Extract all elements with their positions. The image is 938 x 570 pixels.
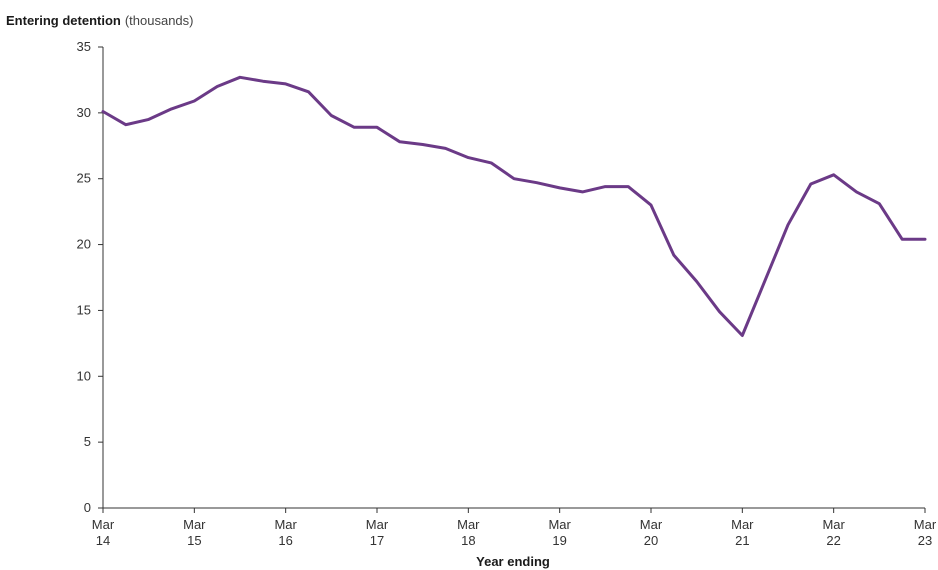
y-tick-label: 25 [77, 171, 91, 186]
x-tick-label-month: Mar [92, 517, 115, 532]
x-tick-label-year: 23 [918, 533, 932, 548]
x-tick-label-year: 14 [96, 533, 110, 548]
series-line-entering-detention [101, 75, 927, 337]
x-tick-label-year: 21 [735, 533, 749, 548]
y-axis-title: Entering detention (thousands) [6, 13, 194, 28]
y-tick-label: 35 [77, 39, 91, 54]
x-tick-label-year: 15 [187, 533, 201, 548]
x-tick-label-month: Mar [274, 517, 297, 532]
x-tick-label-year: 19 [552, 533, 566, 548]
x-tick-label-month: Mar [731, 517, 754, 532]
x-tick-label-year: 18 [461, 533, 475, 548]
x-tick-label-year: 22 [826, 533, 840, 548]
y-tick-label: 15 [77, 302, 91, 317]
x-tick-label-year: 20 [644, 533, 658, 548]
y-tick-label: 30 [77, 105, 91, 120]
x-tick-label-month: Mar [457, 517, 480, 532]
x-tick-label-month: Mar [183, 517, 206, 532]
x-tick-label-month: Mar [822, 517, 845, 532]
x-tick-label-month: Mar [640, 517, 663, 532]
y-axis-ticks: 0 5 10 15 20 25 30 35 [77, 39, 103, 515]
y-tick-label: 10 [77, 368, 91, 383]
y-tick-label: 20 [77, 237, 91, 252]
x-axis-title: Year ending [476, 554, 550, 569]
y-tick-label: 5 [84, 434, 91, 449]
x-tick-label-month: Mar [366, 517, 389, 532]
x-tick-label-month: Mar [548, 517, 571, 532]
x-tick-label-month: Mar [914, 517, 937, 532]
x-tick-label-year: 17 [370, 533, 384, 548]
x-tick-label-year: 16 [278, 533, 292, 548]
y-axis-label: Entering detention [6, 13, 121, 28]
x-axis-ticks: Mar14Mar15Mar16Mar17Mar18Mar19Mar20Mar21… [92, 508, 937, 548]
y-tick-label: 0 [84, 500, 91, 515]
y-axis-unit: (thousands) [125, 13, 194, 28]
